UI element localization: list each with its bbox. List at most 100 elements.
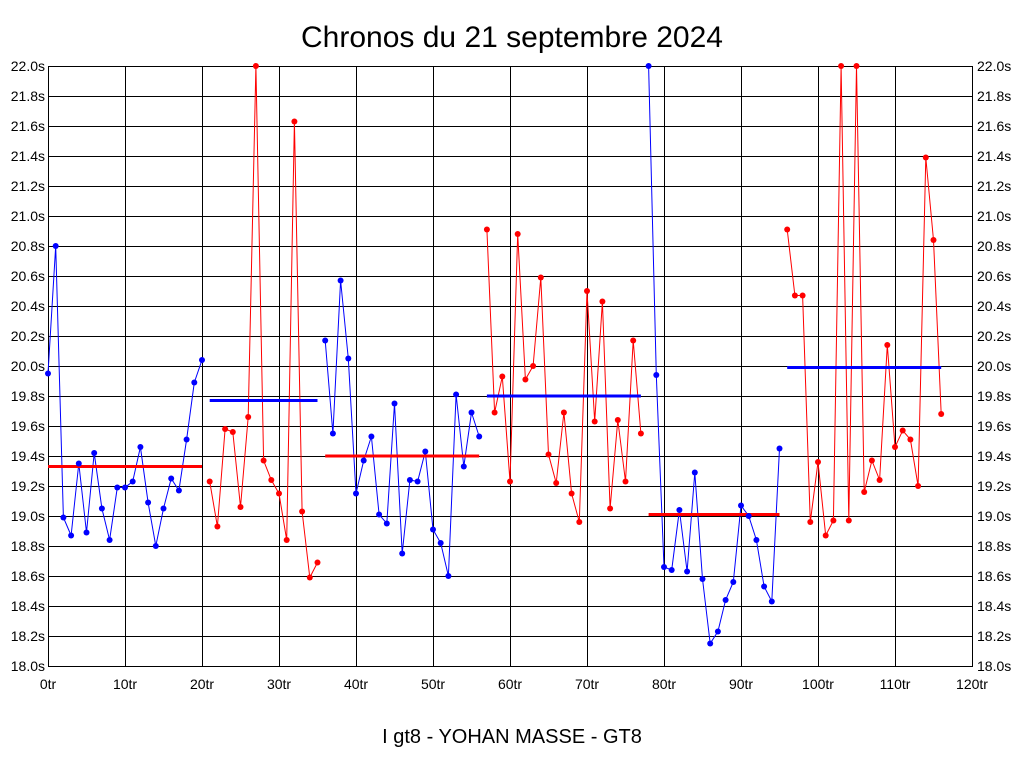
data-point — [699, 576, 706, 582]
data-point — [376, 511, 383, 518]
y-tick-label-left: 21.6s — [11, 118, 45, 134]
data-point — [252, 63, 259, 69]
chart-footer: I gt8 - YOHAN MASSE - GT8 — [382, 726, 642, 748]
x-tick-label: 100tr — [802, 676, 834, 692]
data-point — [45, 370, 51, 377]
data-point — [607, 505, 614, 512]
y-tick-label-right: 18.8s — [977, 538, 1011, 554]
y-tick-label-right: 21.4s — [977, 148, 1011, 164]
y-tick-label-right: 21.6s — [977, 118, 1011, 134]
data-point — [414, 478, 421, 485]
data-point — [199, 357, 205, 363]
data-point — [337, 277, 344, 284]
data-point — [845, 517, 852, 524]
x-tick-label: 20tr — [190, 676, 214, 692]
data-point — [152, 543, 159, 549]
data-point — [838, 63, 845, 69]
y-tick-label-left: 19.8s — [11, 388, 45, 404]
x-tick-label: 40tr — [344, 676, 368, 692]
x-axis: 0tr 10tr 20tr 30tr 40tr 50tr 60tr 70tr 80tr 90tr 1… — [40, 676, 988, 692]
x-tick-label: 110tr — [880, 676, 911, 692]
data-point — [645, 63, 652, 69]
y-tick-label-right: 19.0s — [977, 508, 1011, 524]
data-point — [260, 457, 267, 464]
data-point — [753, 537, 760, 543]
data-point — [637, 430, 644, 437]
data-point — [853, 63, 860, 69]
data-point — [137, 444, 144, 450]
data-point — [191, 379, 198, 386]
data-point — [368, 433, 375, 440]
data-point — [306, 574, 313, 581]
data-point — [591, 418, 598, 425]
data-point — [430, 526, 436, 533]
data-point — [630, 337, 637, 344]
y-tick-label-right: 19.2s — [977, 478, 1011, 494]
data-point — [453, 391, 460, 398]
y-tick-label-left: 19.2s — [11, 478, 45, 494]
data-point — [907, 436, 914, 443]
data-point — [707, 640, 714, 647]
data-point — [584, 288, 590, 294]
data-point — [522, 376, 529, 383]
data-point — [322, 337, 329, 344]
data-point — [106, 537, 113, 543]
data-point — [830, 517, 837, 524]
data-point — [314, 559, 321, 566]
chart-title: Chronos du 21 septembre 2024 — [301, 21, 723, 54]
y-tick-label-right: 21.0s — [977, 208, 1011, 224]
y-tick-label-left: 19.6s — [11, 418, 45, 434]
data-point — [145, 499, 152, 506]
data-point — [784, 226, 791, 233]
data-point — [175, 487, 182, 494]
data-point — [722, 597, 729, 603]
average-lines — [48, 366, 942, 516]
data-point — [353, 490, 359, 497]
data-point — [183, 436, 190, 443]
y-tick-label-left: 19.0s — [11, 508, 45, 524]
y-tick-label-left: 21.8s — [11, 88, 45, 104]
y-tick-label-right: 20.0s — [977, 358, 1011, 374]
data-point — [761, 583, 768, 590]
data-point — [684, 568, 691, 575]
data-point — [899, 427, 906, 434]
y-tick-label-left: 18.2s — [11, 628, 45, 644]
data-point — [714, 628, 721, 635]
y-tick-label-left: 18.4s — [11, 598, 45, 614]
data-point — [922, 154, 929, 161]
x-tick-label: 80tr — [652, 676, 676, 692]
data-point — [468, 409, 475, 416]
data-point — [168, 475, 175, 482]
data-point — [406, 477, 413, 483]
y-tick-label-right: 19.8s — [977, 388, 1011, 404]
y-tick-label-left: 20.6s — [11, 268, 45, 284]
data-point — [460, 463, 467, 470]
data-point — [437, 540, 444, 546]
data-point — [661, 564, 667, 570]
y-tick-label-left: 21.2s — [11, 178, 45, 194]
data-point — [691, 469, 698, 476]
data-point — [614, 417, 621, 423]
data-point — [229, 429, 236, 435]
data-point — [399, 550, 406, 557]
data-point — [291, 118, 298, 125]
y-axis-right: 18.0s 18.2s 18.4s 18.6s 18.8s 19.0s 19.2s 19.4s… — [977, 58, 1011, 674]
data-point — [576, 519, 583, 525]
data-point — [622, 478, 629, 485]
data-point — [892, 444, 898, 450]
data-point — [122, 484, 128, 491]
y-tick-label-left: 21.0s — [11, 208, 45, 224]
data-point — [938, 411, 945, 417]
y-axis-left: 18.0s 18.2s 18.4s 18.6s 18.8s 19.0s 19.2s 19.4s… — [11, 58, 45, 674]
data-point — [60, 514, 67, 521]
data-point — [160, 505, 167, 512]
data-point — [560, 409, 567, 416]
y-tick-label-right: 20.8s — [977, 238, 1011, 254]
data-point — [545, 451, 552, 458]
data-point — [98, 505, 105, 512]
y-tick-label-left: 21.4s — [11, 148, 45, 164]
y-tick-label-right: 19.6s — [977, 418, 1011, 434]
